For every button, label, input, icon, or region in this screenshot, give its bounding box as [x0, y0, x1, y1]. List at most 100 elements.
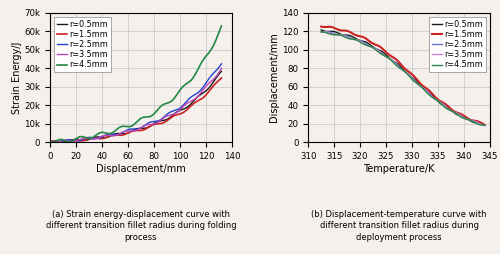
r=4.5mm [192, 74, 198, 77]
r=4.5mm [218, 24, 224, 27]
r=0.5mm [47, 141, 53, 144]
r=0.5mm [415, 81, 421, 84]
Line: r=3.5mm: r=3.5mm [321, 32, 485, 125]
r=4.5mm [318, 30, 324, 34]
r=4.5mm [419, 86, 425, 89]
r=3.5mm [148, 123, 154, 126]
r=3.5mm [47, 141, 53, 144]
Y-axis label: Displacement/mm: Displacement/mm [269, 33, 279, 122]
r=2.5mm [149, 120, 155, 123]
Y-axis label: Strain Energy/J: Strain Energy/J [12, 41, 22, 114]
r=1.5mm [466, 118, 472, 121]
r=3.5mm [202, 85, 208, 88]
r=2.5mm [203, 82, 209, 85]
r=3.5mm [149, 123, 155, 126]
r=4.5mm [148, 114, 154, 117]
r=3.5mm [318, 30, 324, 34]
Line: r=0.5mm: r=0.5mm [321, 30, 485, 125]
Line: r=0.5mm: r=0.5mm [50, 71, 222, 142]
r=4.5mm [152, 112, 158, 115]
r=0.5mm [152, 121, 158, 124]
Text: (b) Displacement-temperature curve with
different transition fillet radius durin: (b) Displacement-temperature curve with … [312, 210, 487, 242]
r=1.5mm [218, 76, 224, 80]
r=3.5mm [416, 84, 422, 87]
r=2.5mm [324, 30, 330, 33]
r=2.5mm [456, 113, 462, 116]
r=4.5mm [149, 114, 155, 117]
r=1.5mm [416, 80, 422, 83]
r=3.5mm [48, 141, 54, 144]
r=4.5mm [416, 83, 422, 86]
r=2.5mm [419, 86, 425, 89]
r=0.5mm [202, 90, 208, 93]
r=1.5mm [203, 93, 209, 97]
r=3.5mm [456, 114, 462, 117]
r=1.5mm [318, 25, 324, 28]
r=0.5mm [318, 28, 324, 31]
r=3.5mm [482, 124, 488, 127]
r=4.5mm [202, 55, 208, 58]
r=2.5mm [150, 120, 156, 123]
r=1.5mm [192, 101, 198, 104]
r=0.5mm [218, 70, 224, 73]
r=4.5mm [467, 118, 473, 121]
Text: (a) Strain energy-displacement curve with
different transition fillet radius dur: (a) Strain energy-displacement curve wit… [46, 210, 236, 242]
Line: r=2.5mm: r=2.5mm [50, 64, 222, 142]
X-axis label: Temperature/K: Temperature/K [364, 164, 435, 174]
r=0.5mm [48, 140, 54, 144]
r=1.5mm [318, 25, 324, 28]
r=2.5mm [318, 30, 324, 34]
r=3.5mm [419, 85, 425, 88]
r=3.5mm [152, 122, 158, 125]
r=0.5mm [149, 123, 155, 126]
r=1.5mm [482, 123, 488, 126]
Line: r=1.5mm: r=1.5mm [50, 78, 222, 142]
r=2.5mm [47, 140, 53, 143]
Legend: r=0.5mm, r=1.5mm, r=2.5mm, r=3.5mm, r=4.5mm: r=0.5mm, r=1.5mm, r=2.5mm, r=3.5mm, r=4.… [54, 17, 110, 72]
r=2.5mm [482, 124, 488, 127]
r=1.5mm [149, 124, 155, 127]
r=2.5mm [416, 84, 422, 87]
r=0.5mm [456, 114, 462, 117]
r=3.5mm [322, 30, 328, 33]
r=3.5mm [218, 67, 224, 70]
r=4.5mm [47, 141, 53, 144]
r=2.5mm [192, 93, 198, 96]
Line: r=4.5mm: r=4.5mm [321, 32, 485, 125]
Line: r=4.5mm: r=4.5mm [50, 26, 222, 142]
r=3.5mm [318, 30, 324, 34]
r=2.5mm [218, 62, 224, 65]
r=0.5mm [482, 124, 488, 127]
r=1.5mm [415, 80, 421, 83]
r=2.5mm [48, 140, 54, 143]
r=2.5mm [50, 141, 56, 144]
r=2.5mm [467, 119, 473, 122]
r=1.5mm [456, 112, 462, 115]
Line: r=2.5mm: r=2.5mm [321, 32, 485, 126]
r=0.5mm [418, 85, 424, 88]
r=1.5mm [55, 141, 61, 144]
r=0.5mm [416, 82, 422, 85]
r=3.5mm [192, 98, 198, 101]
r=3.5mm [467, 118, 473, 121]
r=4.5mm [48, 141, 54, 144]
r=4.5mm [416, 83, 422, 86]
r=4.5mm [318, 30, 324, 33]
r=2.5mm [318, 30, 324, 34]
Line: r=3.5mm: r=3.5mm [50, 68, 222, 142]
r=2.5mm [152, 120, 158, 123]
r=0.5mm [192, 99, 198, 102]
r=4.5mm [482, 123, 488, 126]
r=4.5mm [320, 30, 326, 33]
r=1.5mm [48, 140, 54, 143]
r=0.5mm [466, 119, 472, 122]
Line: r=1.5mm: r=1.5mm [321, 26, 485, 125]
r=3.5mm [416, 83, 422, 86]
r=1.5mm [150, 123, 156, 126]
r=2.5mm [416, 83, 422, 86]
r=0.5mm [318, 29, 324, 32]
Legend: r=0.5mm, r=1.5mm, r=2.5mm, r=3.5mm, r=4.5mm: r=0.5mm, r=1.5mm, r=2.5mm, r=3.5mm, r=4.… [430, 17, 486, 72]
r=0.5mm [148, 124, 154, 127]
r=1.5mm [47, 140, 53, 143]
r=1.5mm [418, 83, 424, 86]
